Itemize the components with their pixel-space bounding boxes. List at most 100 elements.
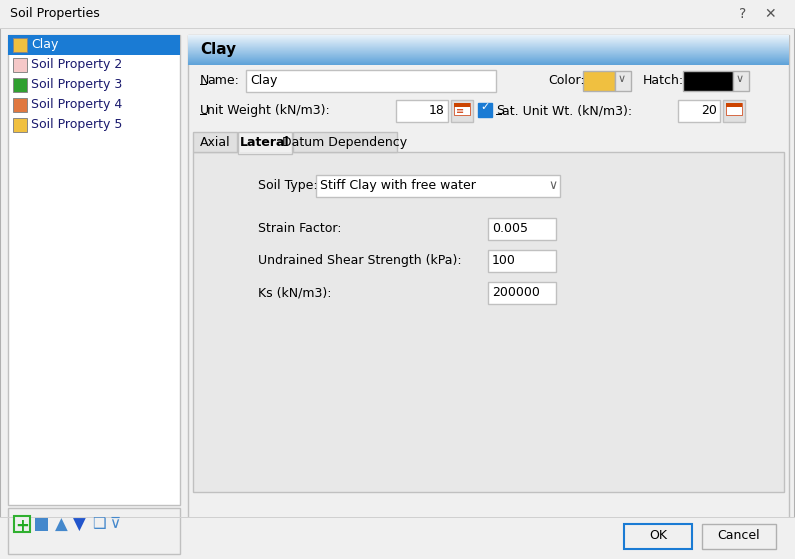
Text: ∨: ∨ [618,74,626,84]
Bar [188,63,789,64]
Bar [238,132,292,154]
Text: S: S [496,104,504,117]
Text: |||: ||| [37,518,47,528]
Bar [678,100,720,122]
Text: ame:: ame: [207,74,238,87]
Text: Undrained Shear Strength (kPa):: Undrained Shear Strength (kPa): [258,254,462,267]
Text: Soil Type:: Soil Type: [258,179,318,192]
Bar [8,508,180,554]
Bar [188,58,789,59]
Text: Soil Properties: Soil Properties [10,7,99,21]
Text: 20: 20 [701,104,717,117]
Text: ∨: ∨ [548,179,557,192]
Bar [200,84,207,85]
Bar [188,56,789,57]
Bar [733,71,749,91]
Bar [583,71,615,91]
Bar [188,53,789,54]
Bar [188,35,789,553]
Bar [188,59,789,60]
Text: ✕: ✕ [764,7,776,21]
Bar [8,35,180,55]
Text: 200000: 200000 [492,286,540,299]
Bar [726,103,742,115]
Bar [188,40,789,41]
Text: Ks (kN/m3):: Ks (kN/m3): [258,286,332,299]
Bar [0,517,795,518]
Bar [188,37,789,38]
Bar [188,64,789,65]
Bar [624,524,692,549]
Bar [13,118,27,132]
Bar [188,57,789,58]
Text: +: + [15,517,29,535]
Text: Color:: Color: [548,74,584,87]
Text: ⊽: ⊽ [110,516,121,531]
Text: 100: 100 [492,254,516,267]
Bar [188,45,789,46]
Text: 0.005: 0.005 [492,222,528,235]
Text: Clay: Clay [200,42,236,57]
Bar [188,61,789,62]
Bar [0,0,795,28]
Bar [454,103,470,107]
Bar [188,44,789,45]
Bar [188,51,789,52]
Text: OK: OK [649,529,667,542]
Text: Soil Property 4: Soil Property 4 [31,98,122,111]
Text: N: N [200,74,209,87]
Bar [239,152,291,154]
Text: ≡: ≡ [456,106,464,116]
Text: ❑: ❑ [92,516,106,531]
Text: U: U [200,104,209,117]
Bar [200,114,207,115]
Bar [188,36,789,37]
Bar [188,47,789,48]
Text: Soil Property 3: Soil Property 3 [31,78,122,91]
Bar [188,60,789,61]
Bar [188,43,789,44]
Bar [13,78,27,92]
Bar [188,38,789,39]
Bar [723,100,745,122]
Bar [193,132,237,152]
Text: nit Weight (kN/m3):: nit Weight (kN/m3): [207,104,330,117]
Text: Clay: Clay [250,74,277,87]
Bar [726,103,742,107]
Bar [14,516,30,532]
Bar [188,42,789,43]
Bar [615,71,631,91]
Bar [13,58,27,72]
Bar [488,218,556,240]
Text: ✓: ✓ [480,102,490,112]
Bar [188,49,789,50]
Bar [683,71,733,91]
Text: at. Unit Wt. (kN/m3):: at. Unit Wt. (kN/m3): [502,104,632,117]
Text: Cancel: Cancel [718,529,760,542]
Bar [8,35,180,505]
Bar [193,152,784,492]
Bar [451,100,473,122]
Bar [293,132,397,152]
Bar [478,103,492,117]
Bar [0,28,795,29]
Text: 18: 18 [429,104,445,117]
Bar [13,98,27,112]
Bar [454,103,470,115]
Bar [188,46,789,47]
Text: Lateral: Lateral [240,136,290,149]
Bar [188,39,789,40]
Text: ?: ? [739,7,747,21]
Text: ▼: ▼ [73,516,86,534]
Text: Soil Property 5: Soil Property 5 [31,118,122,131]
Bar [246,70,496,92]
Text: Soil Property 2: Soil Property 2 [31,58,122,71]
Text: ∨: ∨ [736,74,744,84]
Bar [702,524,776,549]
Bar [188,35,789,36]
Bar [188,52,789,53]
Text: Stiff Clay with free water: Stiff Clay with free water [320,179,476,192]
Bar [316,175,560,197]
Bar [188,50,789,51]
Bar [488,282,556,304]
